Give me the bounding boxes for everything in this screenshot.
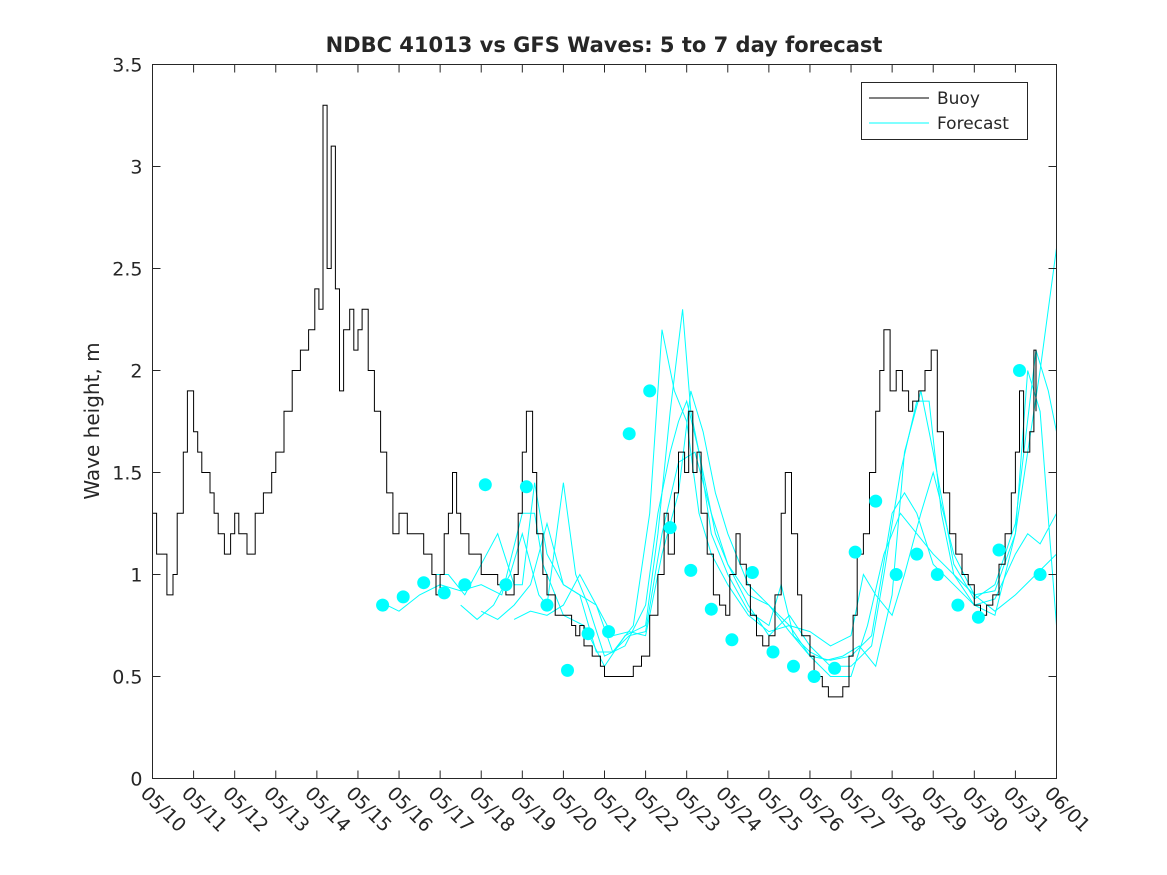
series-layer [152,104,1057,698]
forecast-marker [889,568,903,581]
y-tick-label: 1.5 [112,463,142,485]
forecast-marker [458,578,472,592]
forecast-line-1 [382,248,1057,668]
forecast-marker [663,521,677,535]
forecast-marker [643,384,657,398]
x-tick-label: 05/11 [177,782,231,836]
x-tick-label: 05/31 [999,782,1053,836]
y-tick-label: 1 [130,565,142,587]
forecast-marker [602,625,616,639]
forecast-marker [848,545,862,559]
x-tick-label: 05/12 [218,782,272,836]
forecast-marker [951,598,965,612]
y-axis-label: Wave height, m [80,342,104,499]
x-tick-label: 05/10 [136,782,190,836]
y-tick-label: 2 [130,361,142,383]
x-tick-label: 05/26 [793,782,847,836]
x-tick-label: 05/21 [588,782,642,836]
forecast-marker [828,661,842,675]
forecast-marker [519,480,533,494]
forecast-marker [622,427,636,441]
forecast-line-3 [460,349,1057,668]
y-tick-label: 0 [130,769,142,791]
x-tick-label: 05/18 [465,782,519,836]
forecast-line-4 [480,370,1057,647]
forecast-line-2 [431,329,1057,661]
x-tick-label: 06/01 [1040,782,1094,836]
chart-title: NDBC 41013 vs GFS Waves: 5 to 7 day fore… [326,33,883,57]
x-tick-label: 05/20 [547,782,601,836]
forecast-marker [540,598,554,612]
forecast-marker [910,547,924,561]
forecast-marker [807,670,821,683]
x-tick-label: 05/23 [670,782,724,836]
x-tick-label: 05/13 [259,782,313,836]
legend-box [861,82,1028,140]
forecast-marker [417,576,431,590]
forecast-marker [930,568,944,581]
forecast-marker [396,590,410,604]
x-tick-label: 05/25 [752,782,806,836]
forecast-marker [437,586,451,600]
buoy-line [152,104,1037,698]
legend-label-buoy: Buoy [937,89,980,109]
x-tick-label: 05/22 [629,782,683,836]
x-tick-label: 05/19 [506,782,560,836]
forecast-marker [499,578,513,592]
forecast-marker [787,659,800,673]
forecast-marker [745,566,759,579]
forecast-marker [992,543,1006,557]
forecast-marker [376,598,390,612]
legend: Buoy Forecast [861,82,1028,140]
legend-label-forecast: Forecast [937,114,1009,134]
forecast-marker [684,563,698,577]
forecast-marker [581,627,595,641]
y-tick-label: 3 [130,157,142,179]
y-tick-label: 3.5 [112,55,142,77]
forecast-marker [766,645,780,659]
x-tick-label: 05/29 [917,782,971,836]
y-tick-label: 2.5 [112,259,142,281]
x-tick-label: 05/16 [382,782,436,836]
forecast-marker [704,602,718,616]
x-tick-label: 05/17 [424,782,478,836]
forecast-marker [869,494,883,508]
x-tick-label: 05/24 [711,782,765,836]
x-tick-label: 05/28 [876,782,930,836]
forecast-marker [478,478,492,492]
x-tick-label: 05/27 [834,782,888,836]
forecast-marker [1033,568,1047,581]
x-tick-label: 05/30 [958,782,1012,836]
y-tick-label: 0.5 [112,667,142,689]
x-tick-label: 05/15 [341,782,395,836]
forecast-marker [561,663,574,677]
forecast-marker [971,610,985,624]
forecast-marker [725,633,739,647]
axis-layer: 00.511.522.533.505/1005/1105/1205/1305/1… [112,55,1094,837]
x-tick-label: 05/14 [300,782,354,836]
forecast-marker [1013,364,1026,377]
forecast-line-5 [513,451,1057,677]
